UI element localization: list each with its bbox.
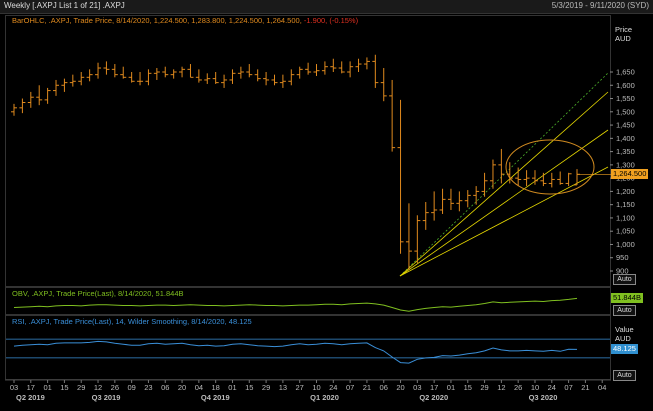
x-tick-label: 07 [564,383,572,392]
x-quarter-label: Q2 2020 [419,393,448,402]
rsi-axis-title-line1: Value [615,325,634,334]
fan-line [399,91,609,277]
highlight-ellipse [505,139,595,195]
x-quarter-label: Q3 2019 [92,393,121,402]
price-tick-label: 1,300 [616,160,635,169]
x-tick-label: 17 [430,383,438,392]
obv-line [13,297,578,312]
x-tick-label: 12 [94,383,102,392]
x-tick-label: 04 [598,383,606,392]
price-axis-title-line1: Price [615,25,633,34]
price-tick-label: 1,450 [616,121,635,130]
x-tick-label: 29 [262,383,270,392]
rsi-last-label: 48.125 [611,344,638,355]
price-tick-label: 1,650 [616,68,635,77]
obv-last-label: 51.844B [611,293,643,304]
x-tick-label: 24 [548,383,556,392]
price-tick-label: 900 [616,267,629,276]
x-tick-label: 06 [161,383,169,392]
price-tick-label: 950 [616,253,629,262]
price-axis-title-line2: AUD [615,34,631,43]
x-tick-label: 01 [228,383,236,392]
x-tick-label: 21 [363,383,371,392]
x-tick-label: 26 [111,383,119,392]
price-tick-label: 1,100 [616,213,635,222]
x-tick-label: 07 [346,383,354,392]
x-tick-label: 18 [211,383,219,392]
x-tick-label: 03 [413,383,421,392]
rsi-legend: RSI, .AXPJ, Trade Price(Last), 14, Wilde… [12,317,252,326]
x-tick-label: 09 [127,383,135,392]
x-quarter-label: Q4 2019 [201,393,230,402]
price-legend-change: -1.900, (-0.15%) [303,16,359,25]
rsi-axis-title-line2: AUD [615,334,631,343]
x-tick-label: 20 [396,383,404,392]
x-tick-label: 13 [279,383,287,392]
rsi-line [13,340,578,364]
price-tick-label: 1,350 [616,147,635,156]
title-bar: Weekly [.AXPJ List 1 of 21] .AXPJ 5/3/20… [0,0,653,14]
rsi-axis-title: Value AUD [615,325,634,343]
x-tick-label: 17 [27,383,35,392]
price-tick-label: 1,200 [616,187,635,196]
x-tick-label: 27 [296,383,304,392]
x-tick-label: 21 [581,383,589,392]
price-axis-title: Price AUD [615,25,632,43]
x-tick-label: 03 [10,383,18,392]
fan-line [399,129,609,277]
price-panel[interactable] [5,15,611,287]
price-legend-text: BarOHLC, .AXPJ, Trade Price, 8/14/2020, … [12,16,302,25]
x-quarter-label: Q3 2020 [529,393,558,402]
price-tick-label: 1,550 [616,94,635,103]
x-tick-label: 04 [195,383,203,392]
x-tick-label: 10 [312,383,320,392]
obv-panel[interactable] [5,287,611,315]
price-tick-label: 1,050 [616,227,635,236]
price-last-label: 1,264.500 [611,169,649,180]
x-tick-label: 29 [77,383,85,392]
x-tick-label: 10 [531,383,539,392]
x-tick-label: 12 [497,383,505,392]
price-auto-button[interactable]: Auto [613,274,636,285]
x-tick-label: 29 [480,383,488,392]
x-quarter-label: Q1 2020 [310,393,339,402]
x-tick-label: 15 [464,383,472,392]
obv-legend: OBV, .AXPJ, Trade Price(Last), 8/14/2020… [12,289,184,298]
x-tick-label: 15 [245,383,253,392]
x-tick-label: 01 [447,383,455,392]
x-tick-label: 26 [514,383,522,392]
obv-auto-button[interactable]: Auto [613,305,636,316]
x-tick-label: 01 [43,383,51,392]
date-range: 5/3/2019 - 9/11/2020 (SYD) [551,1,649,10]
price-tick-label: 1,600 [616,81,635,90]
x-tick-label: 20 [178,383,186,392]
price-tick-label: 1,400 [616,134,635,143]
x-tick-label: 06 [380,383,388,392]
rsi-auto-button[interactable]: Auto [613,370,636,381]
price-tick-label: 1,150 [616,200,635,209]
price-legend: BarOHLC, .AXPJ, Trade Price, 8/14/2020, … [12,16,358,25]
window-title: Weekly [.AXPJ List 1 of 21] .AXPJ [4,1,125,10]
x-tick-label: 23 [144,383,152,392]
x-tick-label: 24 [329,383,337,392]
fan-line [399,166,609,277]
x-tick-label: 15 [60,383,68,392]
price-tick-label: 1,500 [616,107,635,116]
x-quarter-label: Q2 2019 [16,393,45,402]
price-tick-label: 1,000 [616,240,635,249]
